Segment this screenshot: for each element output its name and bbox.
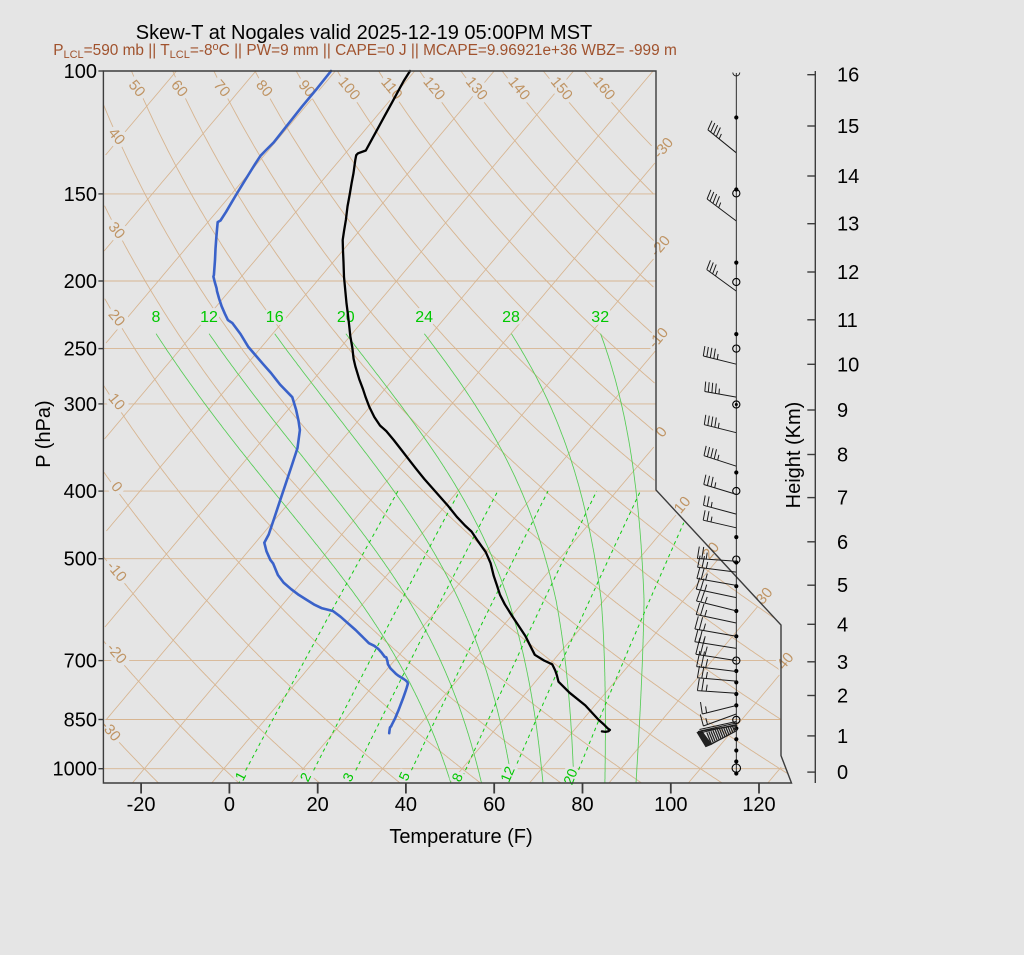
svg-text:12: 12: [200, 309, 218, 326]
svg-text:14: 14: [837, 166, 859, 188]
svg-text:Skew-T at Nogales valid 2025-1: Skew-T at Nogales valid 2025-12-19 05:00…: [136, 22, 593, 44]
svg-text:32: 32: [591, 309, 609, 326]
svg-text:10: 10: [837, 354, 859, 376]
svg-text:4: 4: [837, 614, 848, 636]
svg-text:700: 700: [64, 651, 97, 673]
svg-text:16: 16: [837, 65, 859, 87]
svg-text:120: 120: [742, 794, 775, 816]
svg-text:Temperature (F): Temperature (F): [389, 826, 532, 848]
svg-text:300: 300: [64, 394, 97, 416]
svg-text:7: 7: [837, 488, 848, 510]
svg-text:1: 1: [837, 726, 848, 748]
svg-text:5: 5: [837, 575, 848, 597]
svg-text:20: 20: [307, 794, 329, 816]
svg-text:PLCL=590 mb || TLCL=-8oC || PW: PLCL=590 mb || TLCL=-8oC || PW=9 mm || C…: [53, 41, 677, 61]
svg-text:6: 6: [837, 532, 848, 554]
svg-text:28: 28: [502, 309, 520, 326]
svg-text:8: 8: [837, 445, 848, 467]
svg-text:20: 20: [337, 309, 355, 326]
svg-text:200: 200: [64, 271, 97, 293]
svg-text:60: 60: [483, 794, 505, 816]
svg-text:1000: 1000: [53, 759, 98, 781]
svg-text:250: 250: [64, 339, 97, 361]
svg-text:100: 100: [654, 794, 687, 816]
svg-text:150: 150: [64, 184, 97, 206]
svg-text:400: 400: [64, 481, 97, 503]
svg-text:24: 24: [415, 309, 433, 326]
svg-text:12: 12: [837, 262, 859, 284]
svg-text:16: 16: [266, 309, 284, 326]
svg-text:15: 15: [837, 116, 859, 138]
svg-text:13: 13: [837, 214, 859, 236]
svg-text:3: 3: [837, 652, 848, 674]
svg-text:80: 80: [571, 794, 593, 816]
svg-text:0: 0: [224, 794, 235, 816]
svg-text:9: 9: [837, 400, 848, 422]
svg-text:2: 2: [837, 686, 848, 708]
svg-text:P (hPa): P (hPa): [33, 400, 55, 467]
svg-text:8: 8: [152, 309, 161, 326]
svg-text:11: 11: [837, 310, 858, 332]
svg-text:0: 0: [837, 762, 848, 784]
svg-text:100: 100: [64, 61, 97, 83]
svg-text:850: 850: [64, 710, 97, 732]
svg-text:500: 500: [64, 549, 97, 571]
svg-text:-20: -20: [127, 794, 156, 816]
svg-text:40: 40: [395, 794, 417, 816]
svg-text:Height (Km): Height (Km): [783, 402, 805, 509]
